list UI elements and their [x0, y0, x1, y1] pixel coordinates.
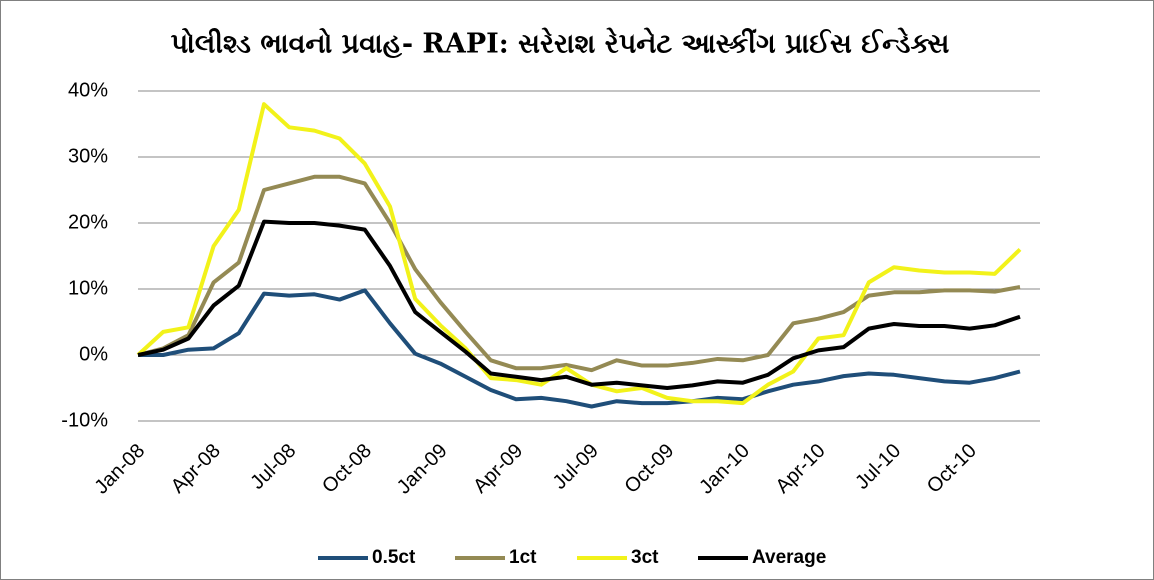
- line-series: [138, 288, 1021, 409]
- y-tick-label: 10%: [68, 277, 108, 299]
- legend-label: 3ct: [631, 547, 659, 568]
- chart-title: પોલીશ્ડ ભાવનો પ્રવાહ- RAPI: સરેરાશ રેપને…: [171, 27, 950, 59]
- y-tick-label: 30%: [68, 145, 108, 167]
- line-series: [136, 102, 1022, 406]
- y-tick-label: 20%: [68, 211, 108, 233]
- y-tick-label: 0%: [79, 343, 108, 365]
- legend-label: 0.5ct: [372, 547, 416, 568]
- y-tick-label: 40%: [68, 79, 108, 101]
- line-series: [137, 174, 1021, 373]
- legend-label: Average: [752, 547, 826, 568]
- legend-label: 1ct: [509, 547, 537, 568]
- line-series: [137, 219, 1021, 390]
- y-tick-label: -10%: [61, 409, 108, 431]
